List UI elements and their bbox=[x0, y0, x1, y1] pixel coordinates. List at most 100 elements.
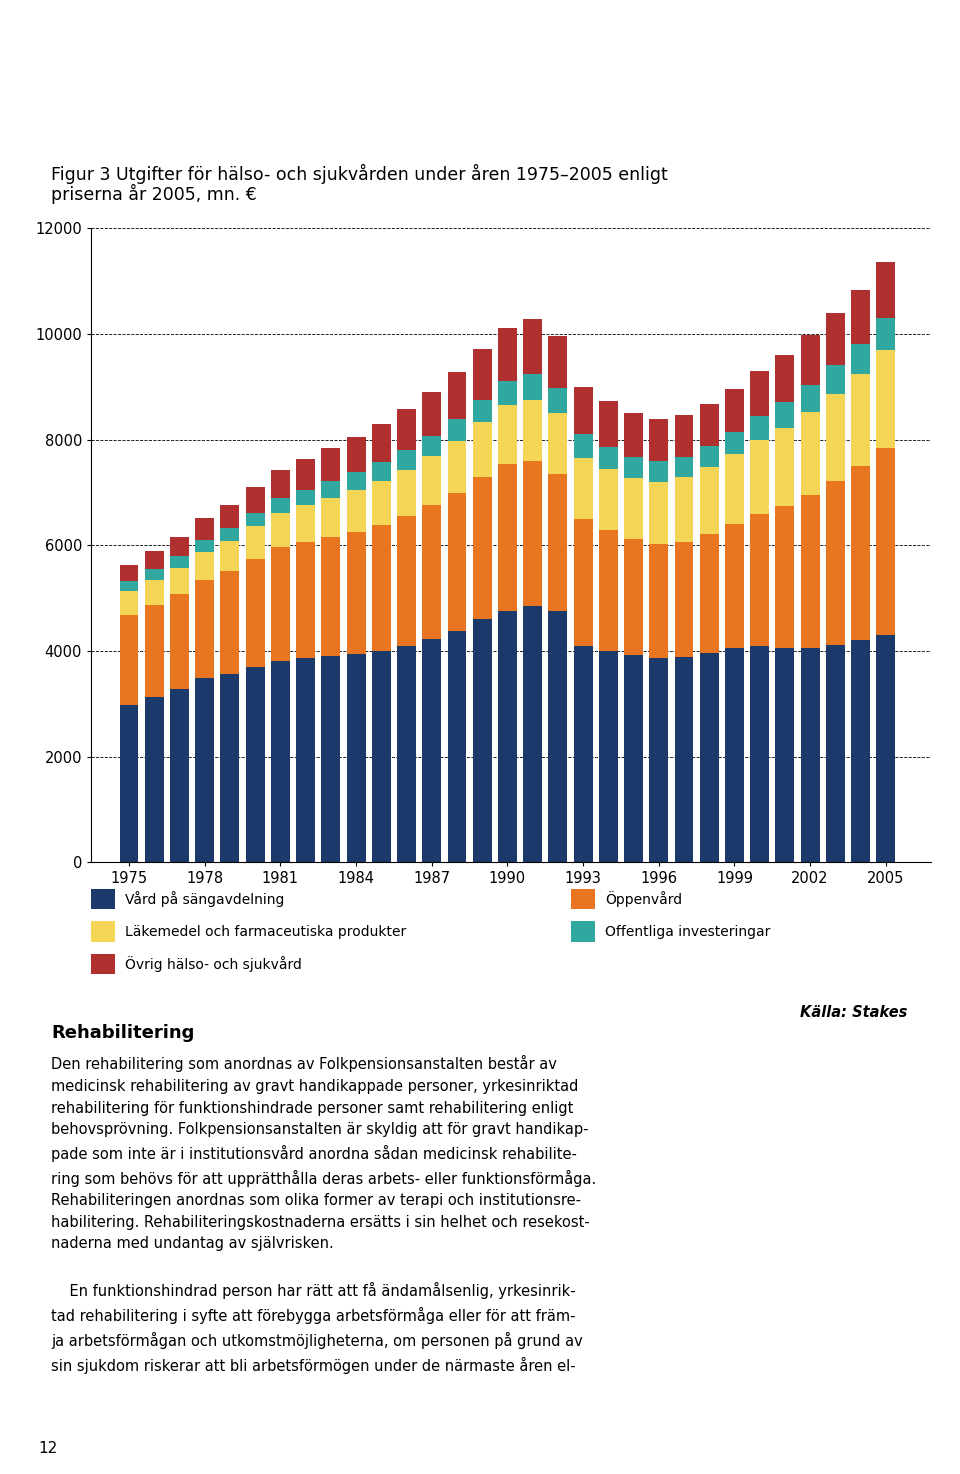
Bar bbox=[221, 572, 239, 674]
Bar bbox=[574, 388, 592, 435]
Bar bbox=[246, 526, 265, 559]
Bar bbox=[826, 481, 845, 644]
Bar bbox=[700, 534, 719, 653]
Text: Övrig hälso- och sjukvård: Övrig hälso- och sjukvård bbox=[125, 957, 301, 971]
Bar bbox=[170, 688, 189, 862]
Bar bbox=[801, 385, 820, 413]
Bar bbox=[246, 559, 265, 666]
Bar bbox=[700, 445, 719, 467]
Bar bbox=[120, 615, 138, 705]
Bar bbox=[397, 451, 416, 470]
Bar bbox=[372, 525, 391, 652]
Bar bbox=[574, 458, 592, 519]
Bar bbox=[876, 635, 896, 862]
Bar bbox=[271, 498, 290, 513]
Bar bbox=[120, 705, 138, 862]
Bar bbox=[271, 660, 290, 862]
Bar bbox=[296, 460, 315, 489]
Bar bbox=[776, 649, 794, 862]
Bar bbox=[447, 419, 467, 441]
Bar bbox=[548, 413, 567, 475]
Bar bbox=[649, 461, 668, 482]
Bar bbox=[447, 441, 467, 492]
Bar bbox=[574, 646, 592, 862]
Bar bbox=[120, 591, 138, 615]
Bar bbox=[195, 678, 214, 862]
Bar bbox=[145, 697, 164, 862]
Bar bbox=[447, 492, 467, 631]
Bar bbox=[675, 416, 693, 457]
Bar bbox=[221, 506, 239, 529]
Bar bbox=[498, 463, 516, 612]
Bar bbox=[649, 544, 668, 657]
Bar bbox=[422, 638, 442, 862]
Bar bbox=[826, 644, 845, 862]
Bar bbox=[372, 652, 391, 862]
Bar bbox=[422, 506, 442, 638]
Bar bbox=[397, 516, 416, 646]
Bar bbox=[372, 481, 391, 525]
Bar bbox=[498, 405, 516, 463]
Bar bbox=[170, 594, 189, 688]
Bar bbox=[776, 506, 794, 649]
Bar bbox=[750, 416, 769, 439]
Bar bbox=[624, 457, 643, 478]
Bar bbox=[221, 674, 239, 862]
Bar bbox=[246, 513, 265, 526]
Bar bbox=[675, 541, 693, 657]
Bar bbox=[472, 349, 492, 399]
Bar bbox=[649, 657, 668, 862]
Bar bbox=[574, 435, 592, 458]
Bar bbox=[271, 513, 290, 547]
Text: Källa: Stakes: Källa: Stakes bbox=[800, 1005, 907, 1020]
Bar bbox=[170, 556, 189, 567]
Bar bbox=[447, 371, 467, 419]
Bar bbox=[548, 388, 567, 413]
Bar bbox=[599, 529, 618, 652]
Bar bbox=[548, 475, 567, 612]
Bar bbox=[498, 612, 516, 862]
Bar bbox=[296, 542, 315, 659]
Bar bbox=[801, 335, 820, 385]
Bar bbox=[120, 565, 138, 581]
Bar bbox=[826, 312, 845, 364]
Bar bbox=[776, 402, 794, 427]
Bar bbox=[322, 498, 340, 538]
Bar bbox=[246, 488, 265, 513]
Bar bbox=[675, 657, 693, 862]
Text: Rehabilitering: Rehabilitering bbox=[51, 1024, 194, 1042]
Bar bbox=[624, 478, 643, 539]
Bar bbox=[574, 519, 592, 646]
Bar bbox=[372, 463, 391, 481]
Bar bbox=[700, 467, 719, 534]
Bar bbox=[776, 355, 794, 402]
Bar bbox=[852, 466, 870, 641]
Bar bbox=[296, 489, 315, 506]
Bar bbox=[145, 579, 164, 604]
Bar bbox=[397, 646, 416, 862]
Bar bbox=[725, 649, 744, 862]
Bar bbox=[472, 399, 492, 423]
Bar bbox=[725, 432, 744, 454]
Bar bbox=[347, 436, 366, 473]
Bar bbox=[750, 646, 769, 862]
Bar bbox=[876, 318, 896, 349]
Bar bbox=[347, 473, 366, 489]
Bar bbox=[801, 413, 820, 495]
Text: priserna år 2005, mn. €: priserna år 2005, mn. € bbox=[51, 184, 256, 203]
Text: En funktionshindrad person har rätt att få ändamålsenlig, yrkesinrik-
tad rehabi: En funktionshindrad person har rätt att … bbox=[51, 1282, 583, 1374]
Bar bbox=[145, 551, 164, 569]
Bar bbox=[700, 404, 719, 445]
Bar bbox=[472, 423, 492, 476]
Bar bbox=[852, 374, 870, 466]
Bar bbox=[876, 262, 896, 318]
Bar bbox=[422, 455, 442, 506]
Text: 12: 12 bbox=[38, 1442, 58, 1456]
Bar bbox=[347, 489, 366, 532]
Bar bbox=[498, 327, 516, 382]
Bar bbox=[750, 370, 769, 416]
Bar bbox=[599, 652, 618, 862]
Bar bbox=[347, 532, 366, 653]
Bar bbox=[675, 457, 693, 478]
Bar bbox=[675, 478, 693, 541]
